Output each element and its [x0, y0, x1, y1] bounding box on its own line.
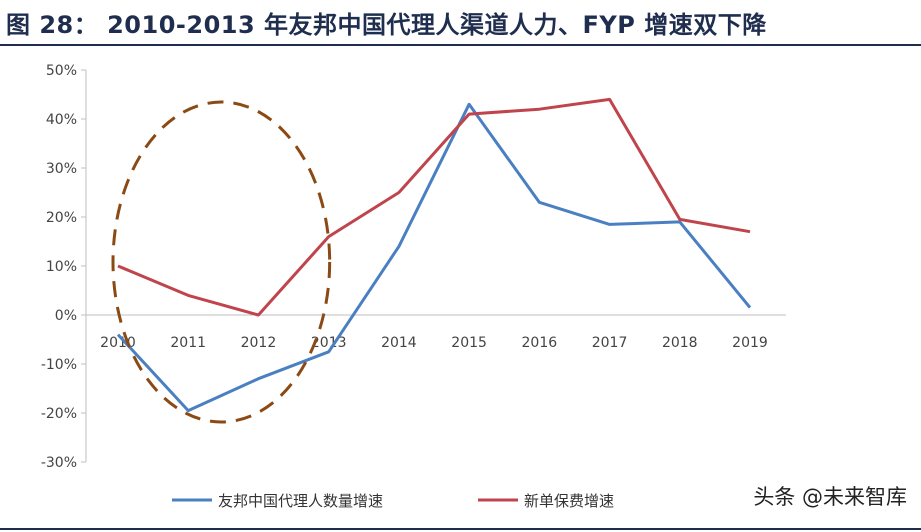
title-bar: 图 28： 2010-2013 年友邦中国代理人渠道人力、FYP 增速双下降 [0, 0, 921, 46]
legend-item-fyp-label: 新单保费增速 [524, 492, 614, 510]
y-tick-label: 10% [46, 259, 77, 275]
series-line-fyp [117, 97, 751, 317]
x-tick-label: 2019 [732, 335, 768, 351]
footer-divider [0, 528, 921, 530]
y-tick-label: 0% [55, 308, 77, 324]
x-tick-label: 2015 [451, 335, 487, 351]
x-tick-label: 2012 [241, 335, 277, 351]
y-tick-label: 20% [46, 210, 77, 226]
x-tick-label: 2017 [592, 335, 628, 351]
x-tick-label: 2018 [662, 335, 698, 351]
y-tick-label: -20% [41, 406, 77, 422]
x-tick-label: 2011 [170, 335, 206, 351]
y-tick-label: -10% [41, 357, 77, 373]
y-tick-label: 40% [46, 112, 77, 128]
watermark: 头条 @未来智库 [753, 485, 907, 509]
x-tick-label: 2014 [381, 335, 417, 351]
figure-title: 图 28： 2010-2013 年友邦中国代理人渠道人力、FYP 增速双下降 [6, 11, 767, 39]
y-tick-label: 50% [46, 63, 77, 79]
highlight-ellipse [111, 100, 332, 424]
y-tick-label: -30% [41, 455, 77, 471]
x-tick-label: 2016 [522, 335, 558, 351]
legend-item-agents-label: 友邦中国代理人数量增速 [218, 492, 383, 510]
y-tick-label: 30% [46, 161, 77, 177]
series-line-agents [116, 102, 752, 413]
